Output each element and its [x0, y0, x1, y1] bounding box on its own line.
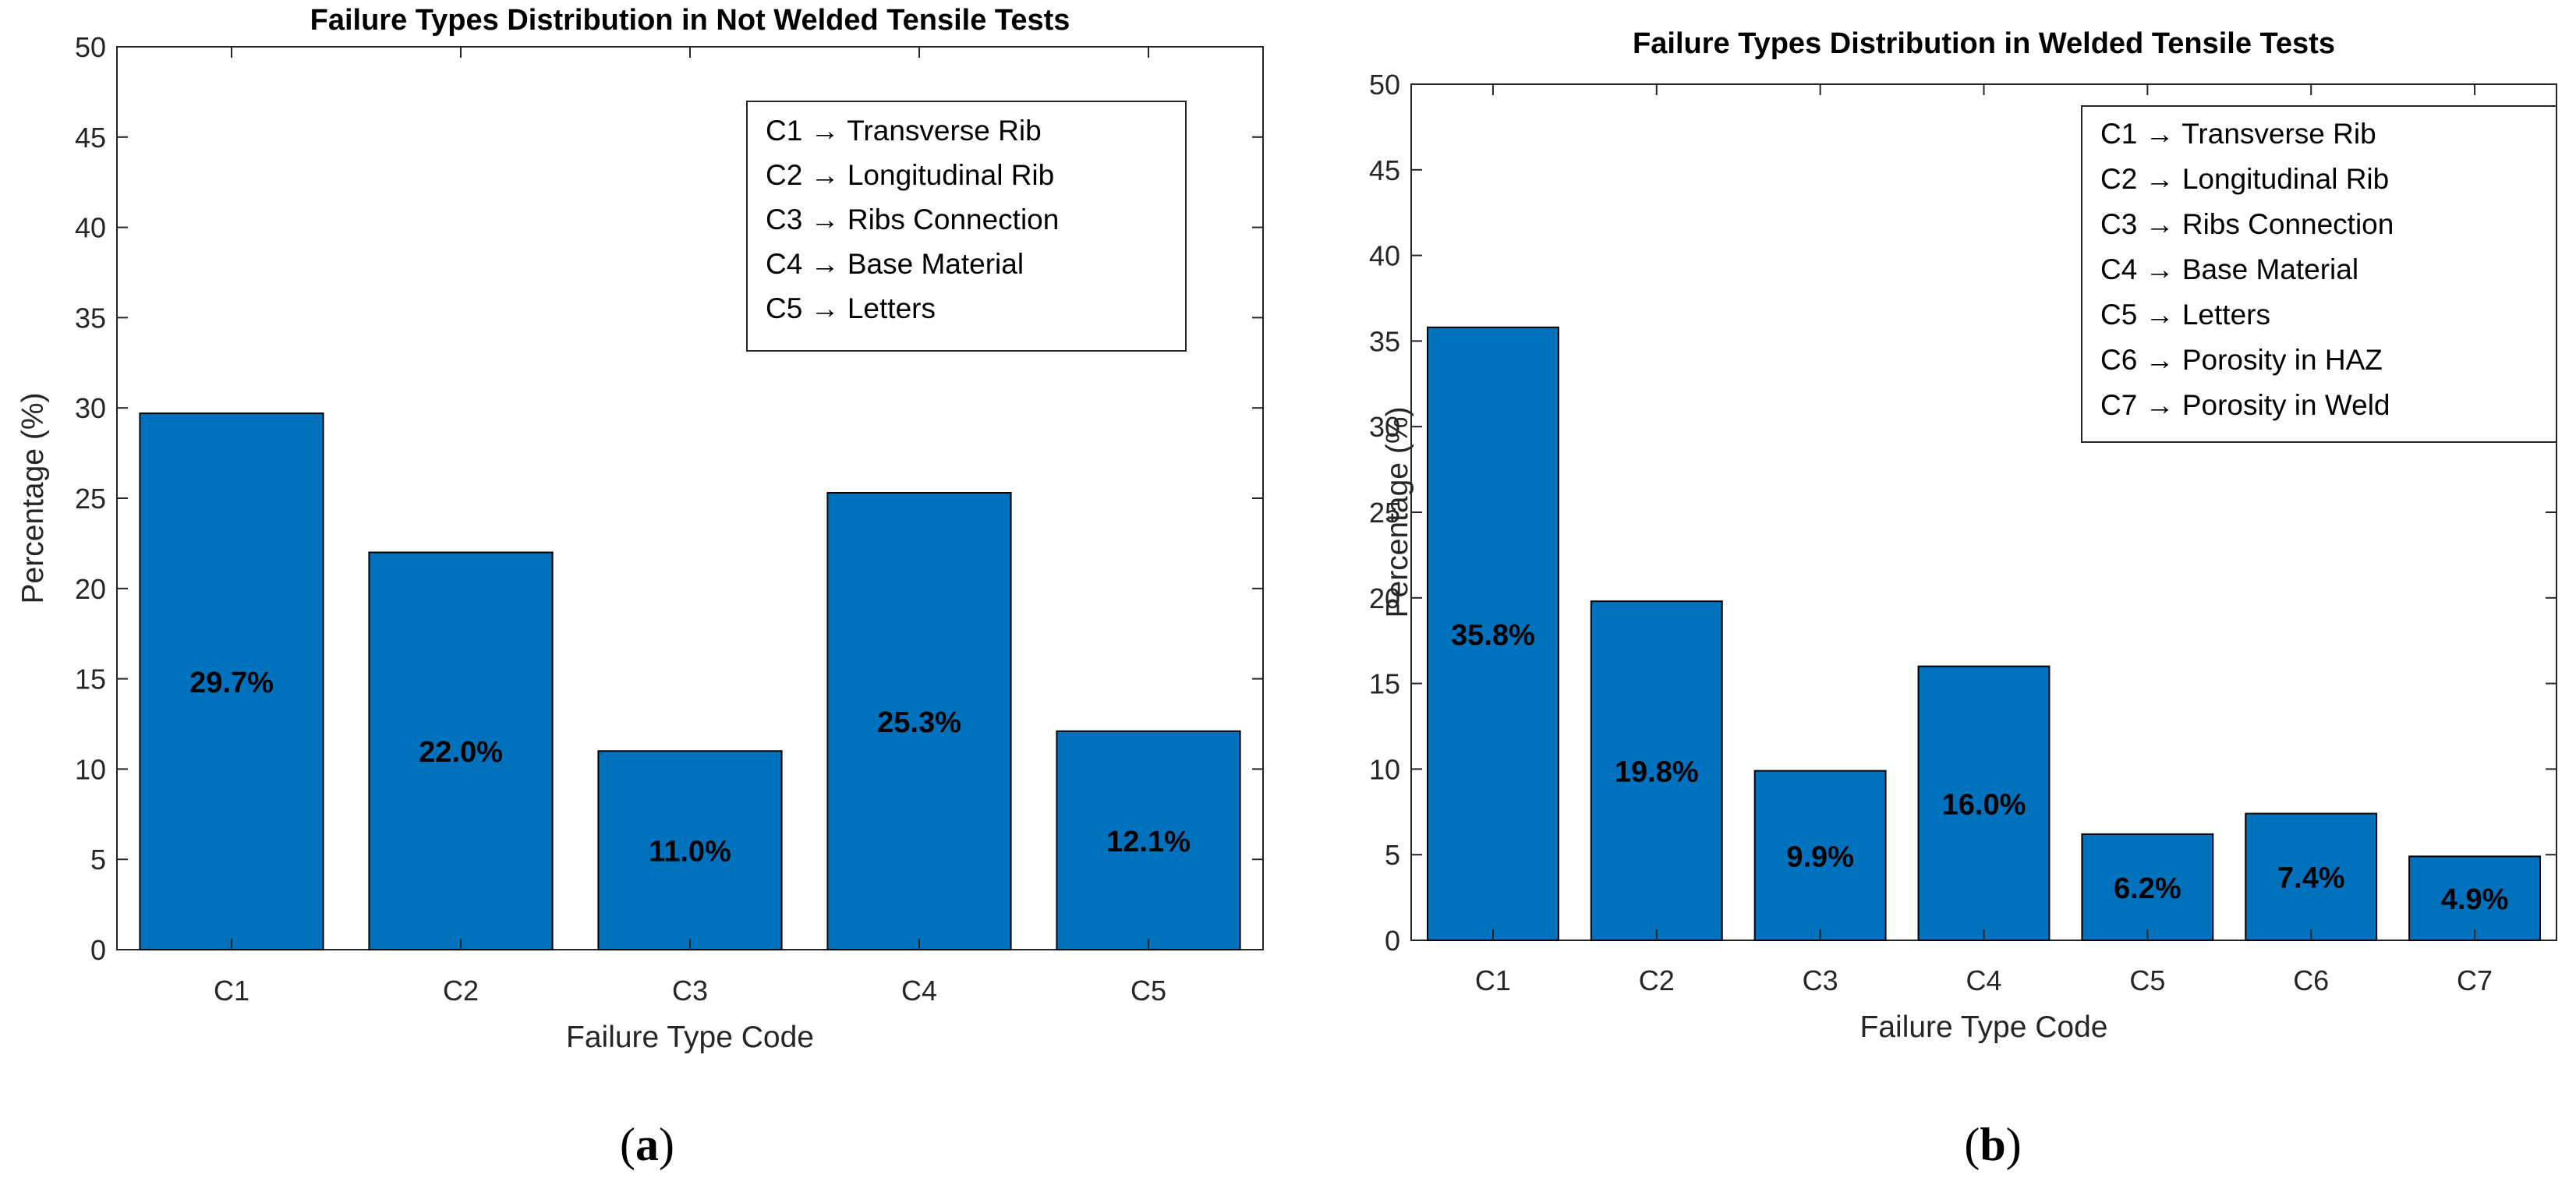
- x-tick-label-c5: C5: [1131, 975, 1166, 1007]
- y-tick-label: 5: [90, 844, 106, 876]
- bar-c2: [368, 551, 554, 950]
- bar-c3: [597, 750, 783, 950]
- caption-paren-open: (: [620, 1119, 635, 1170]
- bar-c4: [826, 492, 1012, 950]
- data-label-c7: 4.9%: [2441, 883, 2509, 916]
- y-tick-label: 10: [1369, 753, 1400, 785]
- x-tick-label-c1: C1: [1475, 964, 1511, 996]
- bar-c1: [139, 412, 324, 950]
- y-tick-label: 15: [75, 664, 106, 695]
- data-label-c2: 22.0%: [419, 736, 503, 769]
- legend-entry-c2: C2 → Longitudinal Rib: [766, 159, 1054, 191]
- legend-entry-c1: C1 → Transverse Rib: [2100, 118, 2376, 150]
- legend: C1 → Transverse Rib C2 → Longitudinal Rib…: [2081, 105, 2557, 443]
- caption-letter: a: [635, 1119, 659, 1170]
- y-tick-label: 50: [75, 31, 106, 63]
- caption-paren-close: ): [659, 1119, 674, 1170]
- x-tick-label-c2: C2: [1639, 964, 1675, 996]
- x-tick-label-c2: C2: [443, 975, 479, 1007]
- x-tick-label-c6: C6: [2293, 964, 2329, 996]
- y-tick-label: 40: [75, 212, 106, 244]
- legend-entry-c6: C6 → Porosity in HAZ: [2100, 344, 2383, 376]
- data-label-c5: 12.1%: [1106, 826, 1191, 858]
- legend-entry-c4: C4 → Base Material: [2100, 253, 2358, 285]
- data-label-c6: 7.4%: [2277, 862, 2345, 895]
- data-label-c4: 16.0%: [1942, 788, 2026, 821]
- y-tick-label: 35: [75, 302, 106, 334]
- legend-entry-c1: C1 → Transverse Rib: [766, 115, 1042, 147]
- chart-title: Failure Types Distribution in Not Welded…: [310, 4, 1070, 37]
- y-tick-label: 30: [75, 392, 106, 424]
- bar-c2: [1590, 600, 1723, 942]
- bar-c3: [1753, 770, 1887, 942]
- chart-panel-b: 35.8% 19.8% 9.9% 16.0% 6.2% 7.4% 4.9% 0 5 10 15 20 2…: [1369, 27, 2557, 1170]
- x-tick-label-c5: C5: [2129, 964, 2165, 996]
- legend-entry-c5: C5 → Letters: [2100, 299, 2270, 331]
- y-tick-label: 45: [75, 122, 106, 154]
- legend-entry-c5: C5 → Letters: [766, 292, 936, 324]
- y-tick-label: 50: [1369, 69, 1400, 101]
- bar-c1: [1426, 326, 1559, 942]
- x-axis-label: Failure Type Code: [1860, 1010, 2108, 1044]
- bar-c7: [2408, 855, 2542, 941]
- panel-caption: (b): [1964, 1119, 2021, 1170]
- caption-letter: b: [1980, 1119, 2005, 1170]
- data-label-c5: 6.2%: [2114, 872, 2181, 905]
- data-label-c3: 11.0%: [649, 836, 731, 869]
- legend-entry-c3: C3 → Ribs Connection: [2100, 208, 2394, 240]
- y-axis-label: Percentage (%): [1381, 407, 1414, 618]
- legend-entry-c4: C4 → Base Material: [766, 248, 1024, 280]
- legend-box: [2081, 105, 2557, 443]
- y-tick-label: 10: [75, 753, 106, 785]
- y-tick-label: 25: [1369, 497, 1400, 529]
- data-label-c4: 25.3%: [877, 706, 961, 739]
- bar-c4: [1917, 665, 2051, 941]
- y-tick-label: 20: [1369, 582, 1400, 614]
- x-tick-label-c7: C7: [2457, 964, 2493, 996]
- y-tick-label: 0: [1385, 925, 1400, 957]
- x-tick-label-c3: C3: [672, 975, 708, 1007]
- bar-c5: [1056, 730, 1241, 950]
- y-tick-label: 20: [75, 573, 106, 605]
- data-label-c1: 35.8%: [1451, 619, 1535, 652]
- data-label-c3: 9.9%: [1786, 840, 1854, 873]
- x-tick-label-c3: C3: [1803, 964, 1838, 996]
- y-tick-label: 25: [75, 483, 106, 515]
- y-tick-label: 35: [1369, 325, 1400, 357]
- caption-paren-close: ): [2006, 1119, 2022, 1170]
- x-tick-label-c4: C4: [1966, 964, 2001, 996]
- chart-title: Failure Types Distribution in Welded Ten…: [1633, 27, 2335, 60]
- y-tick-label: 45: [1369, 154, 1400, 186]
- legend: C1 → Transverse Rib C2 → Longitudinal Rib…: [746, 101, 1187, 352]
- chart-panel-a: 29.7% 22.0% 11.0% 25.3% 12.1% 0 5 10 15 20 25 30 35 4…: [16, 4, 1264, 1170]
- caption-paren-open: (: [1964, 1119, 1980, 1170]
- legend-entry-c3: C3 → Ribs Connection: [766, 203, 1059, 235]
- data-label-c2: 19.8%: [1615, 756, 1699, 789]
- y-tick-label: 40: [1369, 240, 1400, 272]
- x-tick-label-c4: C4: [901, 975, 937, 1007]
- legend-box: [746, 101, 1187, 352]
- data-label-c1: 29.7%: [189, 667, 274, 699]
- y-axis-label: Percentage (%): [16, 393, 50, 604]
- bar-c5: [2081, 833, 2214, 942]
- panel-caption: (a): [620, 1119, 674, 1170]
- y-tick-label: 0: [90, 934, 106, 966]
- legend-entry-c2: C2 → Longitudinal Rib: [2100, 163, 2389, 195]
- bar-c6: [2245, 812, 2378, 941]
- y-tick-label: 30: [1369, 411, 1400, 443]
- x-axis-label: Failure Type Code: [566, 1021, 814, 1054]
- y-tick-label: 15: [1369, 668, 1400, 700]
- legend-entry-c7: C7 → Porosity in Weld: [2100, 389, 2390, 421]
- x-tick-label-c1: C1: [214, 975, 249, 1007]
- y-tick-label: 5: [1385, 839, 1400, 871]
